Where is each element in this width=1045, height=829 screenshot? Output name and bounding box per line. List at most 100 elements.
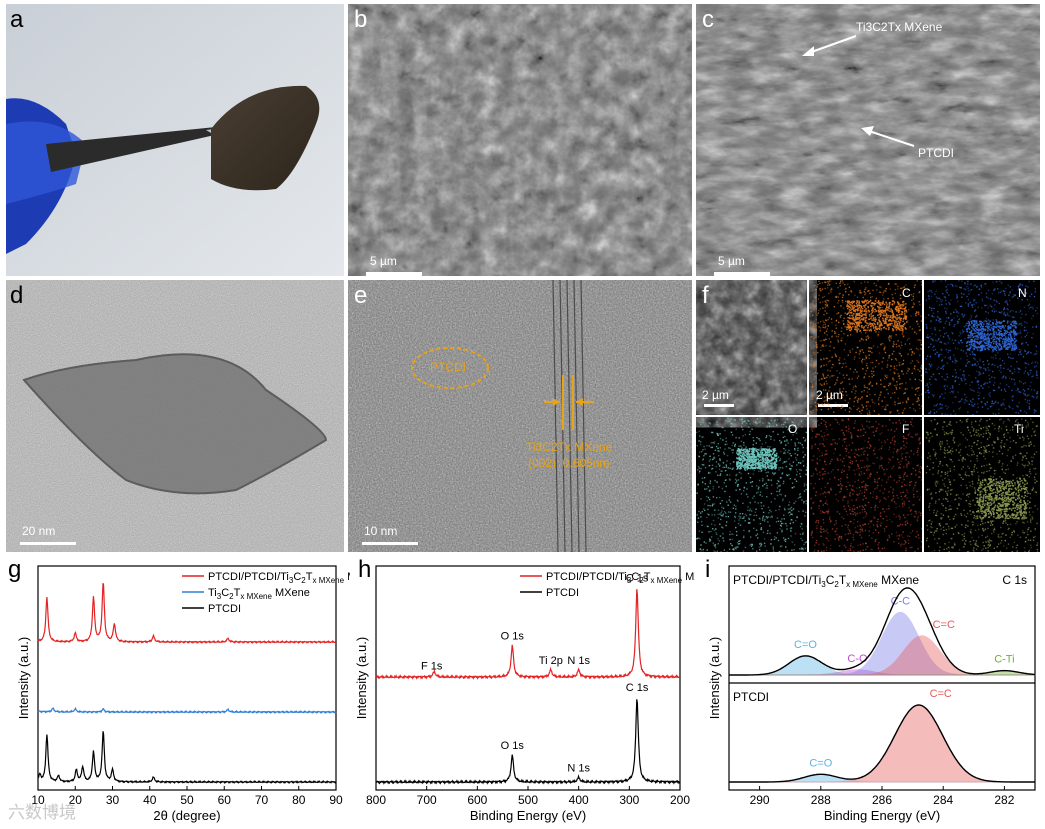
x-tick-label: 20 bbox=[69, 793, 83, 807]
panel-e: e PTCDI Ti3C2Tx MXene (002) 0.605nm 10 n… bbox=[348, 280, 692, 552]
component-label-0-3: C=C bbox=[933, 619, 955, 631]
x-tick-label: 60 bbox=[218, 793, 232, 807]
map-label-f: F bbox=[902, 422, 910, 436]
x-tick-label: 300 bbox=[619, 793, 639, 807]
series-line-0 bbox=[37, 583, 337, 645]
chart-h: 800 700 600 500 400 300 200 Binding Energy (eV)… bbox=[354, 565, 695, 823]
plot-frame bbox=[728, 565, 1036, 791]
scale-text-f-2: 2 µm bbox=[816, 388, 843, 402]
x-tick-label: 40 bbox=[143, 793, 157, 807]
subplot-corner-label-0: C 1s bbox=[1002, 573, 1027, 587]
envelope-line-0 bbox=[729, 587, 1036, 676]
legend-entry-1: PTCDI bbox=[546, 587, 579, 599]
map-label-n: N bbox=[1018, 286, 1027, 300]
envelope-line-1 bbox=[729, 704, 1035, 783]
component-label-0-2: C-C bbox=[891, 595, 911, 607]
x-tick-label: 800 bbox=[366, 793, 386, 807]
x-axis-label: 2θ (degree) bbox=[153, 808, 220, 823]
scale-text-b: 5 µm bbox=[370, 254, 397, 268]
x-tick-label: 70 bbox=[255, 793, 269, 807]
tem-flake bbox=[22, 353, 328, 495]
legend-entry-0: PTCDI/PTCDI/Ti3C2Tx MXene MXene bbox=[208, 571, 350, 585]
component-area-1-1 bbox=[729, 704, 1035, 783]
eds-map-c bbox=[810, 280, 924, 416]
x-tick-label: 288 bbox=[811, 793, 831, 807]
component-area-0-2 bbox=[729, 611, 1035, 676]
peak-label-1: O 1s bbox=[501, 631, 525, 643]
haadf-image bbox=[696, 280, 806, 414]
eds-map-ti bbox=[925, 418, 1039, 552]
x-tick-label: 284 bbox=[933, 793, 953, 807]
panel-label-a: a bbox=[10, 6, 24, 33]
map-label-c: C bbox=[902, 286, 911, 300]
peak-label-4: C 1s bbox=[626, 573, 649, 585]
x-tick-label: 50 bbox=[180, 793, 194, 807]
component-area-0-1 bbox=[729, 669, 1035, 676]
ptcdi-label-e: PTCDI bbox=[430, 360, 466, 374]
x-tick-label: 200 bbox=[670, 793, 690, 807]
plot-frame bbox=[37, 565, 337, 791]
subplot-title-0: PTCDI/PTCDI/Ti3C2Tx MXene MXene bbox=[733, 573, 919, 589]
legend-entry-0: PTCDI/PTCDI/Ti3C2Tx MXene MXene bbox=[546, 571, 695, 585]
series-line-2 bbox=[37, 731, 337, 785]
x-tick-label: 600 bbox=[467, 793, 487, 807]
panel-b: b 5 µm bbox=[348, 4, 692, 276]
x-axis-label: Binding Energy (eV) bbox=[470, 808, 586, 823]
x-tick-label: 500 bbox=[518, 793, 538, 807]
series-line-0 bbox=[375, 589, 681, 680]
photo-film-tweezers bbox=[6, 4, 344, 276]
x-tick-label: 10 bbox=[31, 793, 45, 807]
x-tick-label: 290 bbox=[750, 793, 770, 807]
legend-entry-2: PTCDI bbox=[208, 603, 241, 615]
component-label-0-4: C-Ti bbox=[994, 654, 1014, 666]
peak-label-0: F 1s bbox=[421, 661, 443, 673]
legend-entry-1: Ti3C2Tx MXene MXene bbox=[208, 587, 310, 601]
panel-i: 290 288 286 284 282 Binding Energy (eV) Intens… bbox=[695, 556, 1045, 829]
component-label-1-0: C=O bbox=[809, 757, 832, 769]
panel-c: c Ti3C2Tx MXene PTCDI 5 µm bbox=[696, 4, 1040, 276]
arrow-ptcdi bbox=[865, 129, 915, 147]
ptcdi-region bbox=[411, 347, 489, 389]
peak-label-6: N 1s bbox=[567, 762, 590, 774]
scale-bar-d bbox=[20, 542, 76, 545]
scale-text-f-1: 2 µm bbox=[702, 388, 729, 402]
arrow-mxene bbox=[805, 35, 857, 55]
panel-label-e: e bbox=[354, 282, 368, 309]
series-line-1 bbox=[37, 706, 337, 715]
scale-text-c: 5 µm bbox=[718, 254, 745, 268]
tem-image-d bbox=[6, 280, 344, 552]
chart-i: 290 288 286 284 282 Binding Energy (eV) Intens… bbox=[707, 565, 1036, 823]
arrow-label-mxene: Ti3C2Tx MXene bbox=[856, 20, 943, 34]
panel-label-g: g bbox=[8, 556, 22, 583]
panel-h: 800 700 600 500 400 300 200 Binding Energy (eV)… bbox=[350, 556, 695, 829]
panel-label-b: b bbox=[354, 6, 368, 33]
x-tick-label: 80 bbox=[292, 793, 306, 807]
panel-label-h: h bbox=[358, 556, 372, 583]
chart-g: 10 20 30 40 50 60 70 80 90 2θ (degree) Intensity (… bbox=[16, 565, 350, 823]
scale-text-d: 20 nm bbox=[22, 524, 56, 538]
eds-map-n bbox=[925, 280, 1039, 416]
panel-label-d: d bbox=[10, 282, 24, 309]
x-axis-label: Binding Energy (eV) bbox=[824, 808, 940, 823]
y-axis-label: Intensity (a.u.) bbox=[707, 637, 722, 719]
arrow-label-ptcdi: PTCDI bbox=[918, 146, 954, 160]
x-tick-label: 90 bbox=[329, 793, 343, 807]
peak-label-7: C 1s bbox=[626, 682, 649, 694]
peak-label-3: N 1s bbox=[567, 655, 590, 667]
peak-label-5: O 1s bbox=[501, 740, 525, 752]
component-area-0-3 bbox=[729, 635, 1035, 676]
x-tick-label: 282 bbox=[994, 793, 1014, 807]
peak-label-2: Ti 2p bbox=[539, 655, 563, 667]
panel-label-f: f bbox=[702, 282, 709, 309]
component-label-1-1: C=C bbox=[930, 688, 952, 700]
y-axis-label: Intensity (a.u.) bbox=[354, 637, 369, 719]
eds-maps bbox=[696, 280, 1040, 552]
y-axis-label: Intensity (a.u.) bbox=[16, 637, 31, 719]
scale-bar-e bbox=[362, 542, 418, 545]
panel-label-c: c bbox=[702, 6, 714, 33]
eds-map-o bbox=[696, 418, 810, 552]
panel-label-i: i bbox=[705, 556, 711, 583]
x-tick-label: 400 bbox=[569, 793, 589, 807]
x-tick-label: 700 bbox=[417, 793, 437, 807]
sem-image-c bbox=[696, 4, 1040, 276]
